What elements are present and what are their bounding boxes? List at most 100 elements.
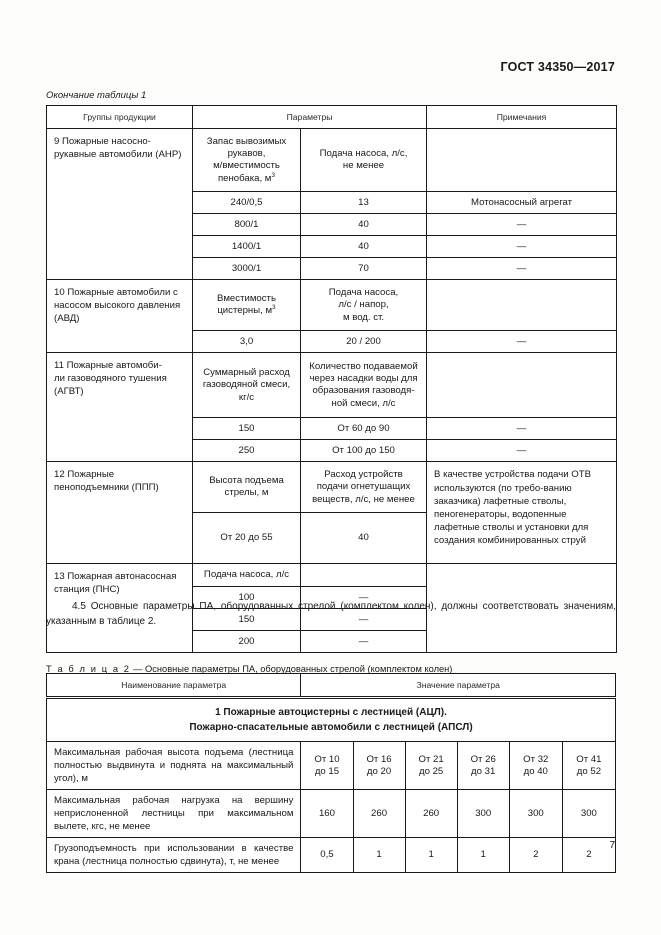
table1-value-2: 13 xyxy=(300,191,427,215)
table2-param-name: Максимальная рабочая нагрузка на вершину… xyxy=(45,789,302,839)
table2-value: От 10 до 15 xyxy=(300,741,354,791)
table1-value-2: От 60 до 90 xyxy=(300,417,427,441)
table1-value-1: 3,0 xyxy=(192,330,301,354)
table1-note-cell: Мотонасосный агрегат xyxy=(426,191,617,215)
table1-header-params: Параметры xyxy=(192,104,427,130)
table1-param-header-1: Подача насоса, л/с xyxy=(192,563,301,588)
table2-value: 300 xyxy=(561,789,617,839)
table2-value: От 26 до 31 xyxy=(456,741,510,791)
table-row: 1 Пожарные автоцистерны с лестницей (АЦЛ… xyxy=(46,697,616,743)
table1-note-cell: — xyxy=(426,330,617,354)
table-1: Группы продукции Параметры Примечания 9 … xyxy=(46,104,617,654)
standard-header: ГОСТ 34350—2017 xyxy=(500,60,615,74)
table1-note-cell: — xyxy=(426,235,617,259)
table-row: От 20 до 55 40 xyxy=(47,512,617,565)
table2-header-value: Значение параметра xyxy=(300,672,616,700)
table2-caption: Т а б л и ц а 2 — Основные параметры ПА,… xyxy=(46,664,453,674)
table-row: 3000/1 70 — xyxy=(47,257,617,281)
table-row: 200 — xyxy=(47,630,617,654)
table2-value: 160 xyxy=(300,789,354,839)
table-row: Грузоподъемность при использовании в кач… xyxy=(45,837,617,874)
table-row: 10 Пожарные автомобили с насосом высоког… xyxy=(46,279,617,354)
table1-value-2: 40 xyxy=(300,213,427,237)
table2-value: 2 xyxy=(561,837,617,874)
table1-param-header-2: Подача насоса, л/с, не менее xyxy=(300,128,427,193)
table-row: 11 Пожарные автомоби-ли газоводяного туш… xyxy=(46,352,617,463)
table1-header-notes: Примечания xyxy=(426,104,617,130)
table1-group-name: 9 Пожарные насосно-рукавные автомобили (… xyxy=(46,128,193,281)
table1-value-1: 150 xyxy=(192,417,301,441)
table1-note-cell: — xyxy=(426,257,617,281)
page-number: 7 xyxy=(609,840,615,851)
table-row: 250 От 100 до 150 — xyxy=(47,439,617,463)
table-row: 12 Пожарные пеноподъемники (ППП) Высота п… xyxy=(46,461,617,565)
table1-param-header-2 xyxy=(300,563,427,588)
table2-param-name: Максимальная рабочая высота подъема (лес… xyxy=(45,741,302,791)
table1-value-2: — xyxy=(300,630,427,654)
table2-value: 1 xyxy=(352,837,406,874)
table1-param-header-2: Подача насоса, л/с / напор, м вод. ст. xyxy=(300,279,427,332)
table1-param-header-1: Суммарный расход газоводяной смеси, кг/с xyxy=(192,352,301,419)
table2-value: 300 xyxy=(456,789,510,839)
table2-value: 2 xyxy=(508,837,563,874)
table2-section-title: 1 Пожарные автоцистерны с лестницей (АЦЛ… xyxy=(46,697,616,743)
table1-group-name: 10 Пожарные автомобили с насосом высоког… xyxy=(46,279,193,354)
table-2: Наименование параметра Значение параметр… xyxy=(45,672,617,874)
table1-param-header-1: Запас вывозимых рукавов, м/вместимость пено… xyxy=(192,128,301,193)
table2-header-name: Наименование параметра xyxy=(45,672,302,700)
table1-note-cell xyxy=(426,128,617,193)
table1-value-1: 200 xyxy=(192,630,301,654)
table2-value: 1 xyxy=(404,837,458,874)
table-row: Наименование параметра Значение параметр… xyxy=(45,672,616,700)
table2-value: 0,5 xyxy=(300,837,354,874)
table1-value-2: От 100 до 150 xyxy=(300,439,427,463)
table1-note-cell xyxy=(426,279,617,332)
table-row: 240/0,5 13 Мотонасосный агрегат xyxy=(47,191,617,215)
table2-value: 260 xyxy=(352,789,406,839)
table2-value: 300 xyxy=(508,789,563,839)
table1-note-cell: — xyxy=(426,213,617,237)
table1-group-name: 13 Пожарная автонасосная станция (ПНС) xyxy=(46,563,193,654)
table1-note-cell: В качестве устройства подачи ОТВ использ… xyxy=(426,461,617,565)
table-row: 13 Пожарная автонасосная станция (ПНС) По… xyxy=(46,563,617,654)
table-row: Максимальная рабочая высота подъема (лес… xyxy=(45,741,617,791)
table1-param-header-1: Высота подъема стрелы, м xyxy=(192,461,301,514)
table1-value-2: 70 xyxy=(300,257,427,281)
table1-value-1: 250 xyxy=(192,439,301,463)
table-row: Группы продукции Параметры Примечания xyxy=(46,104,617,130)
table2-value: От 41 до 52 xyxy=(561,741,617,791)
table1-param-header-2: Количество подаваемой через насадки воды … xyxy=(300,352,427,419)
table1-value-1: От 20 до 55 xyxy=(192,512,301,565)
table1-note-cell: — xyxy=(426,439,617,463)
table1-header-groups: Группы продукции xyxy=(46,104,193,130)
table-row: 100 — xyxy=(47,586,617,610)
table2-param-name: Грузоподъемность при использовании в кач… xyxy=(45,837,302,874)
table2-section-title-line2: Пожарно-спасательные автомобили с лестни… xyxy=(189,722,473,734)
paragraph-4-5: 4.5 Основные параметры ПА, оборудованных… xyxy=(46,601,616,627)
table2-value: От 32 до 40 xyxy=(508,741,563,791)
table1-value-1: 1400/1 xyxy=(192,235,301,259)
table-row: 9 Пожарные насосно-рукавные автомобили (… xyxy=(46,128,617,281)
table-row: 150 От 60 до 90 — xyxy=(47,417,617,441)
table-row: 150 — xyxy=(47,608,617,632)
table1-value-1: 3000/1 xyxy=(192,257,301,281)
table-row: Максимальная рабочая нагрузка на вершину… xyxy=(45,789,617,839)
table-row: 1400/1 40 — xyxy=(47,235,617,259)
table1-group-name: 11 Пожарные автомоби-ли газоводяного туш… xyxy=(46,352,193,463)
table2-value: 260 xyxy=(404,789,458,839)
table1-note-cell: — xyxy=(426,417,617,441)
table2-value: 1 xyxy=(456,837,510,874)
table2-section-title-line1: 1 Пожарные автоцистерны с лестницей (АЦЛ… xyxy=(215,707,447,719)
table1-note-cell xyxy=(426,352,617,419)
table1-param-header-2: Расход устройств подачи огнетушащих вещест… xyxy=(300,461,427,514)
table1-param-header-1: Вместимость цистерны, м3 xyxy=(192,279,301,332)
table2-value: От 16 до 20 xyxy=(352,741,406,791)
table1-group-name: 12 Пожарные пеноподъемники (ППП) xyxy=(46,461,193,565)
table2-value: От 21 до 25 xyxy=(404,741,458,791)
table1-continuation-caption: Окончание таблицы 1 xyxy=(46,90,147,101)
table1-value-2: 40 xyxy=(300,235,427,259)
table1-value-1: 240/0,5 xyxy=(192,191,301,215)
table1-value-1: 800/1 xyxy=(192,213,301,237)
table1-value-2: 20 / 200 xyxy=(300,330,427,354)
